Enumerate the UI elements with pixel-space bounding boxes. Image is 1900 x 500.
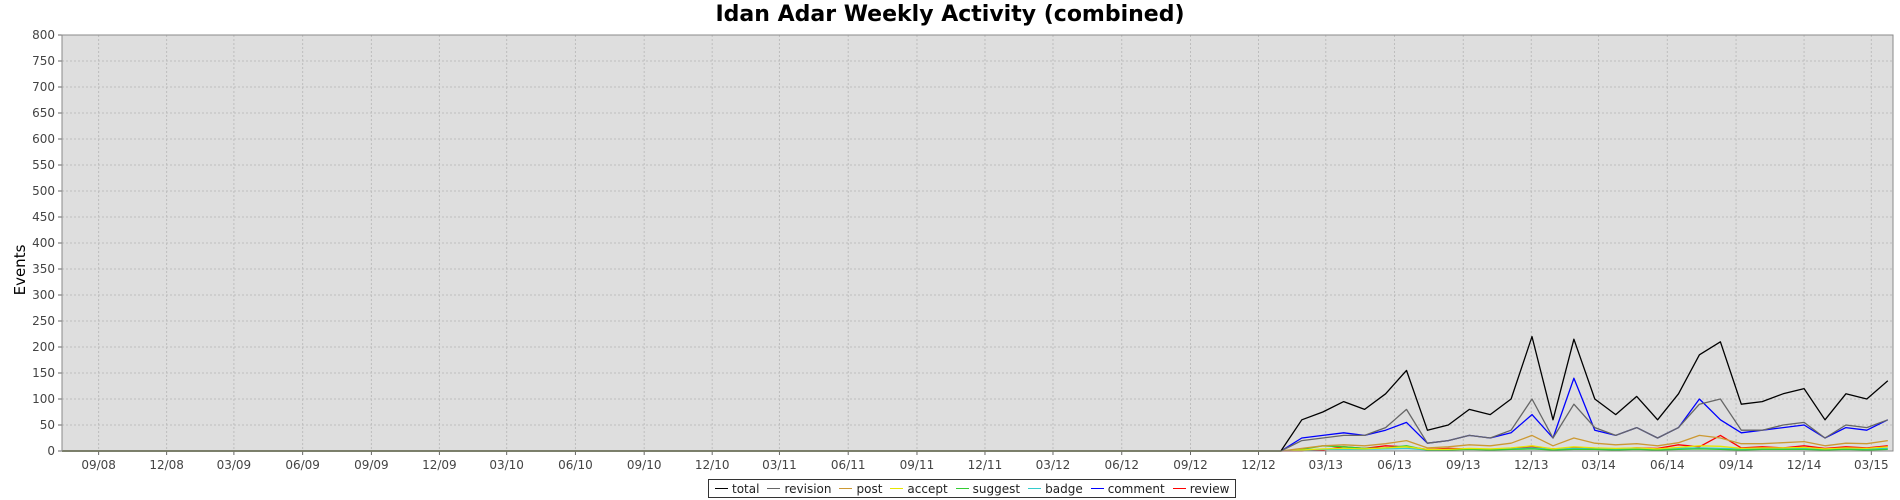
y-tick-label: 50 <box>40 418 55 432</box>
legend-item-badge: badge <box>1028 482 1083 496</box>
x-tick-label: 03/10 <box>489 458 524 472</box>
series-line-accept <box>62 445 1888 452</box>
x-tick-label: 12/10 <box>695 458 730 472</box>
x-tick-label: 03/15 <box>1854 458 1889 472</box>
y-tick-label: 550 <box>32 158 55 172</box>
legend-swatch <box>1028 488 1042 489</box>
y-tick-label: 600 <box>32 132 55 146</box>
legend-swatch <box>1090 488 1104 489</box>
x-tick-label: 03/12 <box>1036 458 1071 472</box>
y-tick-label: 300 <box>32 288 55 302</box>
y-tick-label: 100 <box>32 392 55 406</box>
y-tick-label: 200 <box>32 340 55 354</box>
legend-item-suggest: suggest <box>955 481 1021 496</box>
series-line-total <box>62 335 1889 452</box>
x-tick-label: 06/10 <box>558 458 593 472</box>
series-line-revision <box>62 398 1889 452</box>
x-tick-label: 06/14 <box>1650 458 1685 472</box>
y-tick-label: 450 <box>32 210 55 224</box>
legend-item-review: review <box>1172 481 1230 496</box>
legend-swatch <box>715 488 728 489</box>
chart-legend: total revision post accept suggest badge comme… <box>708 479 1237 498</box>
x-tick-label: 09/10 <box>627 458 662 472</box>
x-tick-label: 09/11 <box>900 458 935 472</box>
legend-item-comment: comment <box>1090 481 1165 496</box>
legend-label: comment <box>1107 481 1165 496</box>
y-tick-label: 700 <box>32 80 55 94</box>
plot-border <box>61 34 1894 452</box>
legend-item-total: total <box>715 482 759 496</box>
x-tick-label: 09/14 <box>1719 458 1754 472</box>
legend-label: post <box>856 481 883 496</box>
legend-item-post: post <box>839 482 882 496</box>
y-tick-label: 750 <box>32 54 55 68</box>
legend-swatch <box>767 488 781 489</box>
x-tick-label: 12/09 <box>422 458 457 472</box>
legend-swatch <box>890 488 904 489</box>
x-tick-label: 12/11 <box>968 458 1003 472</box>
y-tick-label: 650 <box>32 106 55 120</box>
x-tick-label: 06/12 <box>1104 458 1139 472</box>
y-tick-label: 400 <box>32 236 55 250</box>
x-tick-label: 12/08 <box>149 458 184 472</box>
x-tick-label: 03/14 <box>1581 458 1616 472</box>
x-tick-label: 06/09 <box>285 458 320 472</box>
legend-label: accept <box>907 481 948 496</box>
x-tick-label: 03/13 <box>1308 458 1343 472</box>
x-tick-label: 06/13 <box>1377 458 1412 472</box>
legend-swatch <box>839 488 853 489</box>
x-tick-label: 12/13 <box>1514 458 1549 472</box>
legend-label: review <box>1189 481 1230 496</box>
legend-label: total <box>732 481 760 496</box>
y-tick-label: 800 <box>32 28 55 42</box>
legend-swatch <box>955 488 969 489</box>
legend-label: suggest <box>972 481 1021 496</box>
legend-swatch <box>1172 488 1186 489</box>
legend-item-accept: accept <box>890 481 948 496</box>
x-tick-label: 03/09 <box>217 458 252 472</box>
y-tick-label: 350 <box>32 262 55 276</box>
x-tick-label: 09/13 <box>1446 458 1481 472</box>
x-tick-label: 03/11 <box>762 458 797 472</box>
y-tick-label: 250 <box>32 314 55 328</box>
legend-label: revision <box>784 481 832 496</box>
legend-item-revision: revision <box>767 482 831 496</box>
chart-title: Idan Adar Weekly Activity (combined) <box>715 2 1185 27</box>
y-tick-label: 0 <box>47 444 55 458</box>
x-tick-label: 09/08 <box>81 458 116 472</box>
x-tick-label: 12/14 <box>1787 458 1822 472</box>
y-tick-label: 500 <box>32 184 55 198</box>
y-tick-label: 150 <box>32 366 55 380</box>
x-tick-label: 09/12 <box>1173 458 1208 472</box>
x-tick-label: 12/12 <box>1241 458 1276 472</box>
x-tick-label: 06/11 <box>831 458 866 472</box>
legend-label: badge <box>1045 481 1083 496</box>
series-line-post <box>62 434 1888 452</box>
x-tick-label: 09/09 <box>354 458 389 472</box>
